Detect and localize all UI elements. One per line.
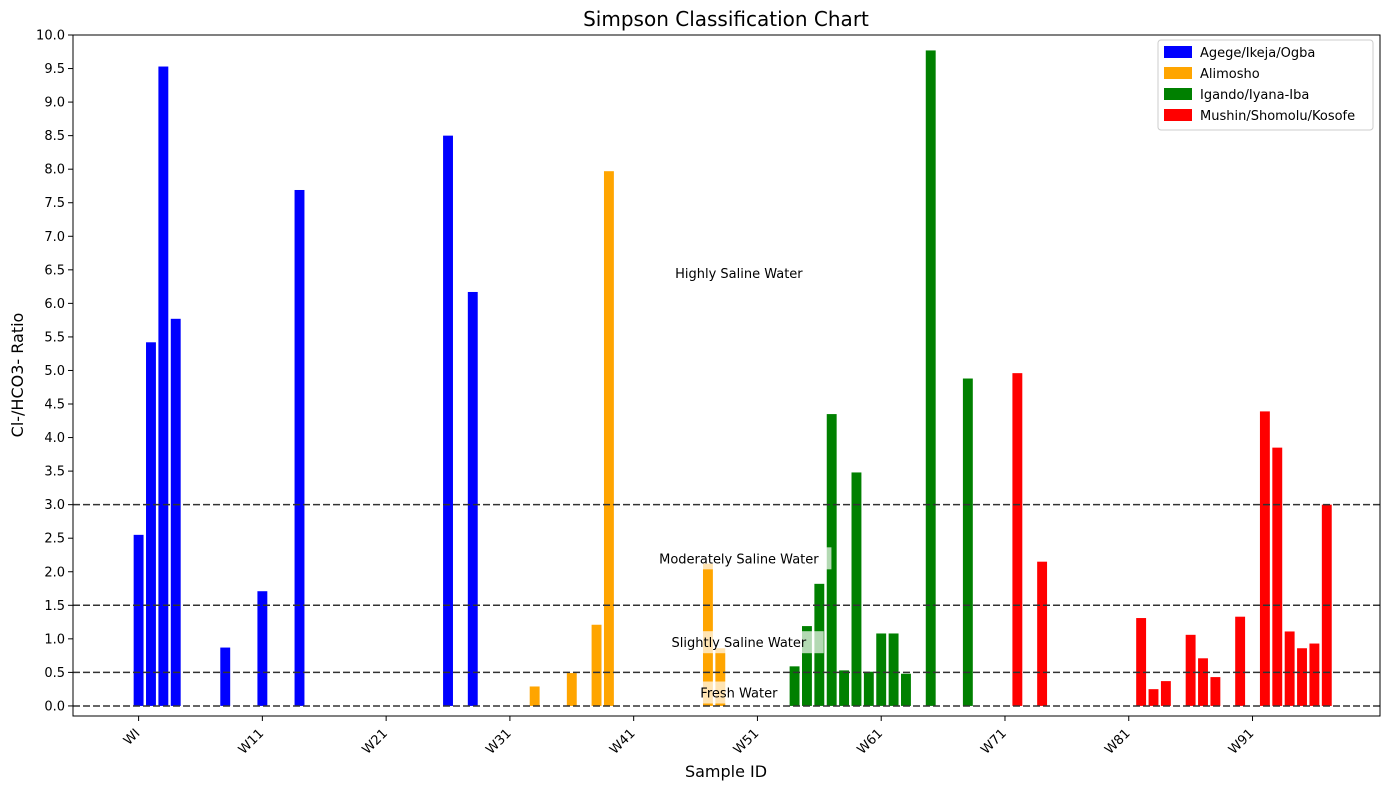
y-tick-label-13: 6.0 (44, 297, 65, 312)
bar-1-6 (257, 591, 268, 706)
bar-4-2 (1037, 561, 1048, 706)
y-tick-label-21: 10.0 (36, 29, 65, 44)
zone-labels: Highly Saline Water Moderately Saline Wat… (646, 262, 832, 704)
chart-title: Simpson Classification Chart (583, 7, 869, 31)
zone-label-2: Moderately Saline Water (659, 552, 819, 567)
y-tick-label-15: 7.0 (44, 230, 65, 245)
legend-label-3: Igando/Iyana-Iba (1200, 88, 1309, 103)
bar-4-1 (1012, 373, 1023, 706)
legend-swatch-3 (1164, 88, 1192, 100)
y-tick-label-10: 4.5 (44, 398, 65, 413)
y-tick-label-1: 0.0 (44, 699, 65, 714)
bar-3-5 (839, 670, 850, 706)
bar-1-4 (170, 318, 181, 706)
bar-4-5 (1160, 681, 1171, 706)
y-tick-label-18: 8.5 (44, 129, 65, 144)
y-tick-label-7: 3.0 (44, 498, 65, 513)
y-tick-label-19: 9.0 (44, 96, 65, 111)
x-axis-label: Sample ID (685, 762, 767, 781)
threshold-lines (73, 503, 1380, 707)
zone-label-box-3 (654, 631, 824, 654)
zone-label-box-2 (646, 547, 832, 570)
y-tick-label-5: 2.0 (44, 565, 65, 580)
bar-1-1 (133, 534, 144, 706)
bar-4-4 (1148, 689, 1159, 706)
bar-3-10 (901, 673, 911, 706)
bar-1-2 (146, 342, 156, 706)
bars-group (133, 50, 1332, 706)
bar-3-11 (925, 50, 936, 706)
bar-4-8 (1210, 677, 1221, 706)
bar-2-2 (566, 673, 577, 706)
bar-2-4 (603, 171, 614, 706)
bar-1-7 (294, 189, 305, 706)
legend-swatch-4 (1164, 109, 1192, 121)
bar-3-1 (789, 666, 800, 706)
zone-label-box-4 (692, 681, 786, 704)
y-axis: 0.0 0.5 1.0 1.5 2.0 2.5 3.0 3.5 4.0 4.5 5.0 5.5 6.0 6… (36, 29, 73, 714)
y-tick-label-16: 7.5 (44, 196, 65, 211)
bar-4-14 (1309, 643, 1320, 706)
bar-4-11 (1272, 447, 1283, 706)
bar-3-4 (826, 414, 837, 706)
y-tick-label-17: 8.0 (44, 163, 65, 178)
bar-3-7 (863, 671, 874, 706)
bar-4-3 (1136, 618, 1147, 706)
bar-1-5 (220, 647, 231, 706)
y-tick-label-2: 0.5 (44, 666, 65, 681)
legend-swatch-1 (1164, 46, 1192, 58)
legend-label-1: Agege/Ikeja/Ogba (1200, 46, 1315, 61)
y-tick-label-3: 1.0 (44, 632, 65, 647)
bar-3-2 (802, 626, 812, 706)
bar-4-9 (1235, 616, 1246, 706)
zone-label-4: Fresh Water (700, 687, 778, 702)
bar-4-10 (1259, 411, 1270, 706)
bar-4-12 (1284, 631, 1295, 706)
legend: Agege/Ikeja/Ogba Alimosho Igando/Iyana-Iba… (1157, 39, 1374, 131)
bar-4-13 (1297, 648, 1307, 706)
bar-1-8 (443, 135, 453, 706)
bar-3-8 (876, 633, 887, 706)
bar-3-9 (888, 633, 899, 706)
legend-label-2: Alimosho (1200, 67, 1260, 82)
y-tick-label-20: 9.5 (44, 62, 65, 77)
zone-label-3: Slightly Saline Water (672, 636, 807, 651)
bar-3-12 (962, 378, 973, 706)
y-tick-label-14: 6.5 (44, 263, 65, 278)
legend-frame (1157, 39, 1374, 131)
bar-2-1 (529, 686, 540, 706)
zone-label-box-1 (661, 262, 817, 285)
y-tick-label-8: 3.5 (44, 465, 65, 480)
y-tick-label-12: 5.5 (44, 330, 65, 345)
plot-frame (72, 34, 1381, 717)
bar-4-6 (1185, 634, 1196, 706)
legend-label-4: Mushin/Shomolu/Kosofe (1200, 109, 1355, 124)
bar-4-7 (1198, 658, 1208, 706)
bar-2-3 (591, 624, 602, 706)
zone-label-1: Highly Saline Water (675, 267, 803, 282)
y-tick-label-4: 1.5 (44, 599, 65, 614)
bar-1-3 (158, 66, 169, 706)
bar-1-9 (467, 291, 478, 706)
y-axis-label: Cl-/HCO3- Ratio (8, 313, 27, 438)
bar-3-6 (851, 472, 862, 706)
y-tick-label-9: 4.0 (44, 431, 65, 446)
legend-swatch-2 (1164, 67, 1192, 79)
bar-2-6 (715, 648, 726, 706)
y-tick-label-11: 5.0 (44, 364, 65, 379)
y-tick-label-6: 2.5 (44, 532, 65, 547)
